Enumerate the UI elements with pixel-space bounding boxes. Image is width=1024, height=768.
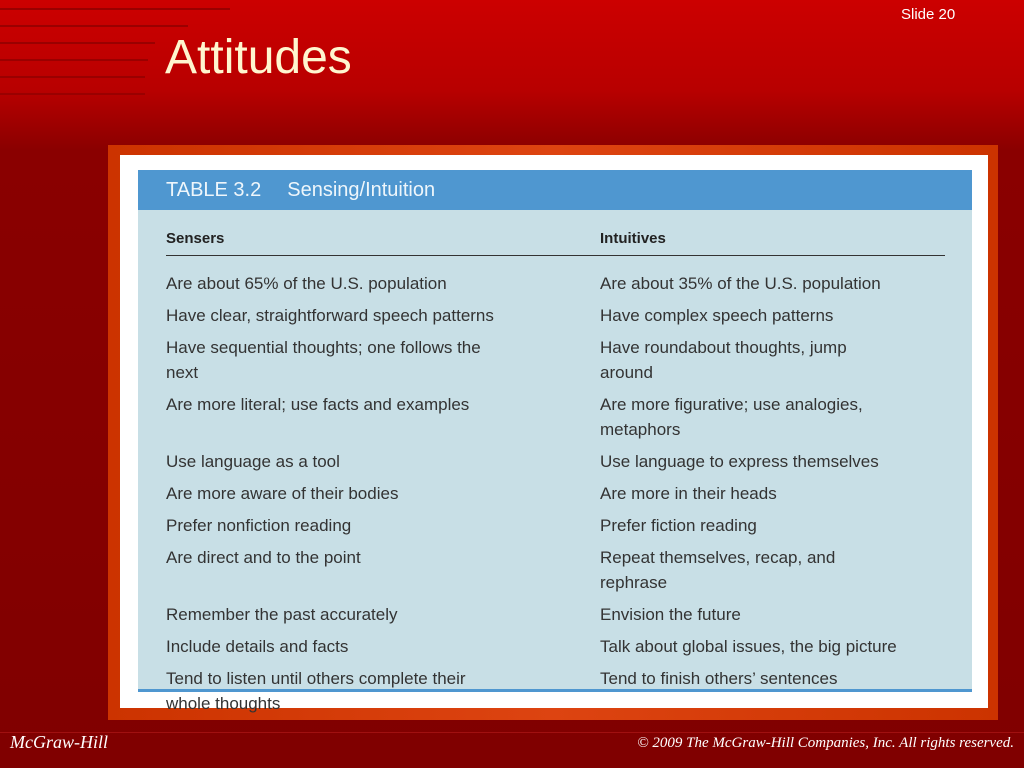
senser-cell: Have sequential thoughts; one follows th… — [166, 338, 481, 382]
table-row: Remember the past accurately Envision the… — [166, 602, 945, 634]
decorative-stripe — [0, 76, 145, 78]
table-row: Have sequential thoughts; one follows th… — [166, 335, 945, 392]
senser-cell: Are more literal; use facts and examples — [166, 395, 470, 414]
table-label: TABLE 3.2 — [166, 179, 262, 201]
intuitive-cell: Use language to express themselves — [600, 452, 879, 471]
slide-number: Slide 20 — [901, 6, 956, 23]
senser-cell: Are more aware of their bodies — [166, 484, 399, 503]
table-row: Are about 65% of the U.S. population Are … — [166, 271, 945, 303]
senser-cell: Are about 65% of the U.S. population — [166, 274, 447, 293]
footer-divider — [0, 732, 1024, 733]
senser-cell: Have clear, straightforward speech patte… — [166, 306, 494, 325]
table-row: Tend to listen until others complete the… — [166, 666, 945, 723]
table-caption: TABLE 3.2 Sensing/Intuition — [138, 170, 972, 210]
intuitive-cell: Have roundabout thoughts, jump around — [600, 338, 847, 382]
decorative-stripe — [0, 25, 188, 27]
table-row: Are direct and to the point Repeat themse… — [166, 545, 945, 602]
intuitive-cell: Talk about global issues, the big pictur… — [600, 637, 897, 656]
table-row: Use language as a tool Use language to ex… — [166, 449, 945, 481]
sensing-intuition-table: TABLE 3.2 Sensing/Intuition Sensers Intuit… — [138, 170, 972, 713]
senser-cell: Tend to listen until others complete the… — [166, 669, 466, 713]
senser-cell: Use language as a tool — [166, 452, 340, 471]
footer-brand: McGraw-Hill — [10, 732, 108, 752]
senser-cell: Prefer nonfiction reading — [166, 516, 352, 535]
decorative-stripe — [0, 8, 230, 10]
table-row: Are more aware of their bodies Are more i… — [166, 481, 945, 513]
senser-cell: Are direct and to the point — [166, 548, 361, 567]
intuitive-cell: Have complex speech patterns — [600, 306, 834, 325]
table-row: Have clear, straightforward speech patte… — [166, 303, 945, 335]
senser-cell: Remember the past accurately — [166, 605, 398, 624]
slide-title: Attitudes — [165, 31, 352, 84]
table-body: Are about 65% of the U.S. population Are … — [166, 271, 945, 723]
intuitive-cell: Envision the future — [600, 605, 741, 624]
column-header-intuitives: Intuitives — [600, 230, 666, 247]
table-row: Include details and facts Talk about glob… — [166, 634, 945, 666]
senser-cell: Include details and facts — [166, 637, 349, 656]
footer-copyright: © 2009 The McGraw-Hill Companies, Inc. A… — [637, 735, 1014, 751]
intuitive-cell: Are about 35% of the U.S. population — [600, 274, 881, 293]
table-row: Are more literal; use facts and examples… — [166, 392, 945, 449]
table-row: Prefer nonfiction reading Prefer fiction … — [166, 513, 945, 545]
column-header-sensers: Sensers — [166, 230, 225, 247]
decorative-stripe — [0, 42, 155, 44]
intuitive-cell: Prefer fiction reading — [600, 516, 757, 535]
intuitive-cell: Repeat themselves, recap, and rephrase — [600, 548, 836, 592]
intuitive-cell: Tend to finish others’ sentences — [600, 669, 838, 688]
decorative-stripe — [0, 93, 145, 95]
intuitive-cell: Are more figurative; use analogies, meta… — [600, 395, 863, 439]
table-caption-text: Sensing/Intuition — [287, 179, 436, 201]
intuitive-cell: Are more in their heads — [600, 484, 777, 503]
column-headers: Sensers Intuitives — [166, 230, 945, 256]
decorative-stripe — [0, 59, 148, 61]
